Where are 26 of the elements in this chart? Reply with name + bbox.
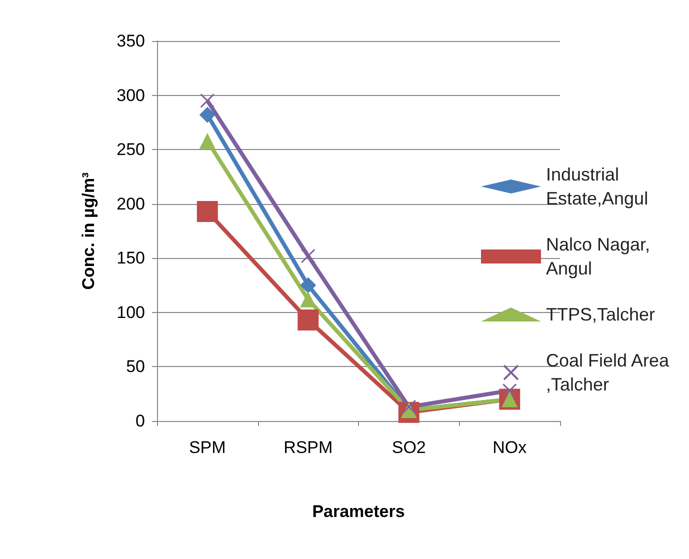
point [196,200,218,222]
x-axis-title: Parameters [312,502,405,521]
x-tick-label: SPM [188,438,226,457]
y-tick-label: 50 [126,357,145,376]
y-tick-label: 0 [136,412,145,430]
point [298,310,319,331]
x-tick-label: NOx [492,438,528,457]
x-tick-label: RSPM [284,438,333,457]
point [502,383,517,398]
point [200,93,215,108]
y-tick-label: 200 [116,194,145,214]
legend-label: Coal Field Area,Talcher [546,350,670,394]
y-tick-label: 350 [116,32,145,50]
point [199,132,216,149]
y-tick-label: 300 [116,86,145,105]
point [300,291,316,308]
legend-label: TTPS,Talcher [546,304,656,324]
point [199,106,216,123]
y-tick-label: 250 [116,140,145,160]
y-tick-label: 150 [116,248,145,268]
x-tick-label: SO2 [392,438,426,457]
y-tick-label: 100 [116,302,145,322]
legend-label: Industrial Estate,Angul [546,164,648,208]
y-axis-title: Conc. in µg/m³ [79,172,98,290]
point [300,277,316,294]
legend-label: Nalco Nagar,Angul [546,234,650,278]
